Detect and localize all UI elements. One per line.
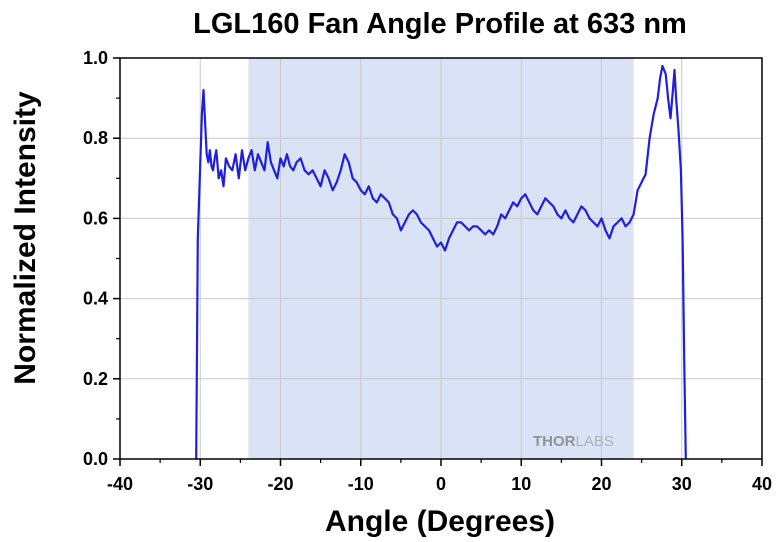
x-tick-label: 10 (511, 474, 531, 494)
y-tick-label: 0.2 (83, 369, 108, 389)
x-tick-label: -10 (348, 474, 374, 494)
x-tick-label: 20 (591, 474, 611, 494)
watermark-light-text: LABS (576, 433, 614, 450)
x-tick-label: -40 (107, 474, 133, 494)
watermark-bold-text: THOR (533, 433, 576, 450)
y-tick-label: 0.4 (83, 289, 108, 309)
x-tick-label: 40 (752, 474, 772, 494)
y-tick-label: 0.6 (83, 208, 108, 228)
y-tick-label: 0.8 (83, 128, 108, 148)
x-axis-label: Angle (Degrees) (325, 505, 555, 538)
x-tick-label: 30 (672, 474, 692, 494)
plot-area: THORLABS -40 -30 -20 -10 0 10 20 30 40 0.0 0.2 0.4 0.… (83, 48, 772, 494)
y-tick-label: 1.0 (83, 48, 108, 68)
series-line (195, 64, 687, 460)
chart-title: LGL160 Fan Angle Profile at 633 nm (193, 8, 687, 40)
x-tick-label: 0 (436, 474, 446, 494)
x-tick-label: -30 (187, 474, 213, 494)
y-axis-label: Normalized Intensity (9, 91, 42, 385)
watermark-logo: THORLABS (533, 433, 614, 450)
y-tick-label: 0.0 (83, 449, 108, 469)
x-tick-label: -20 (267, 474, 293, 494)
